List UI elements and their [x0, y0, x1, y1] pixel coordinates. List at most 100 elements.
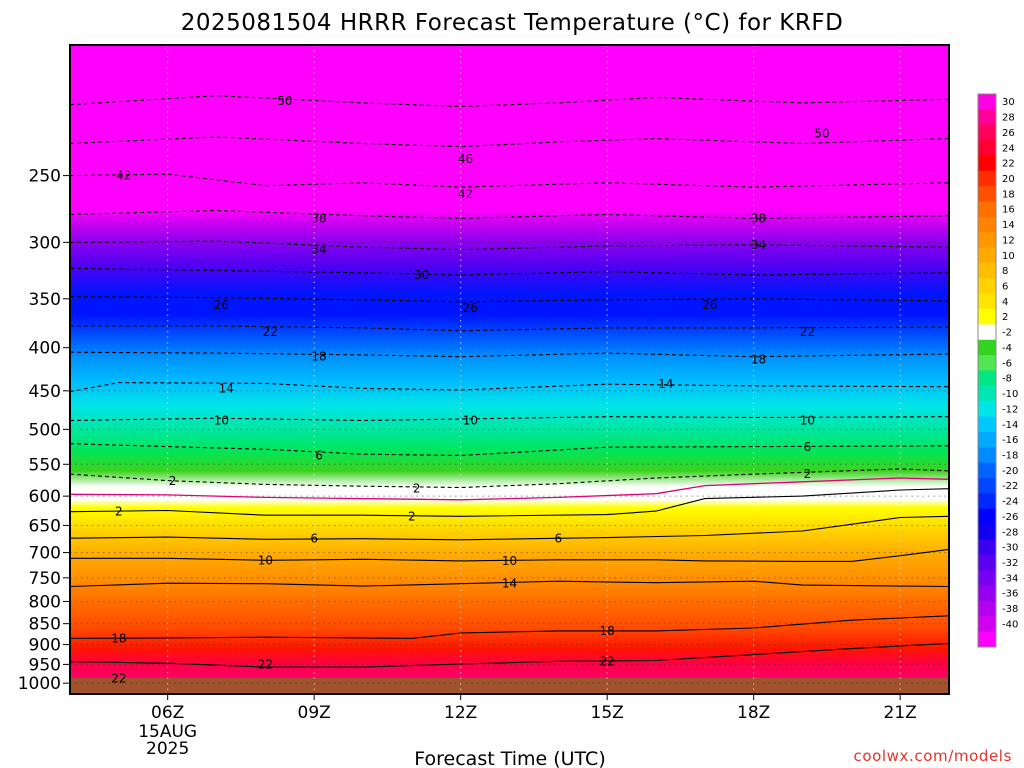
colorbar-swatch: [978, 600, 996, 617]
isotherm-label: 18: [311, 350, 326, 364]
colorbar-tick-label: 2: [1002, 312, 1008, 323]
ground-shading: [70, 677, 949, 694]
isotherm-label: 22: [263, 325, 278, 339]
isotherm-line: [69, 515, 950, 541]
isotherm-line: [69, 95, 950, 108]
x-tick-label: 15Z: [591, 703, 624, 723]
isotherm-line: [69, 642, 950, 668]
isotherm-label: 10: [463, 413, 478, 427]
x-tick-sublabel: 2025: [146, 739, 189, 759]
y-tick-label: 250: [29, 167, 61, 187]
plot-frame: [69, 44, 950, 695]
y-tick-label: 1000: [18, 674, 61, 694]
isotherm-label: 10: [258, 553, 273, 567]
colorbar-swatch: [978, 539, 996, 556]
y-tick-label: 800: [29, 592, 61, 612]
colorbar-swatch: [978, 278, 996, 295]
isotherm-label: 10: [214, 413, 229, 427]
colorbar-swatch: [978, 524, 996, 540]
colorbar-tick-label: -12: [1002, 404, 1018, 415]
colorbar-tick-label: -38: [1002, 604, 1018, 615]
x-axis-label: Forecast Time (UTC): [414, 748, 605, 768]
x-tick-label: 12Z: [444, 703, 477, 723]
colorbar-swatch: [978, 385, 996, 402]
y-tick-label: 750: [29, 569, 61, 589]
isotherm-label: 18: [600, 624, 615, 638]
colorbar-swatch: [978, 478, 996, 494]
colorbar-swatch: [978, 493, 996, 510]
colorbar-tick-label: 22: [1002, 159, 1015, 170]
colorbar-tick-label: 30: [1002, 97, 1015, 108]
isotherm-label: 42: [458, 187, 473, 201]
colorbar-tick-label: -10: [1002, 389, 1018, 400]
isotherm-label: 14: [219, 381, 234, 395]
colorbar-tick-label: 6: [1002, 282, 1008, 293]
colorbar-swatch: [978, 170, 996, 187]
colorbar-frame: [977, 93, 997, 648]
isotherm-label: 2: [115, 505, 123, 519]
isotherm-label: 14: [658, 377, 673, 391]
isotherm-label: 22: [600, 654, 615, 668]
colorbar-tick-label: -4: [1002, 343, 1012, 354]
isotherm-line: [69, 488, 950, 517]
colorbar-tick-label: -8: [1002, 374, 1012, 385]
colorbar-tick-label: 28: [1002, 113, 1015, 124]
isotherm-line: [69, 443, 950, 457]
isotherm-label: 10: [800, 413, 815, 427]
colorbar-swatch: [978, 554, 996, 571]
isotherm-label: 42: [116, 169, 131, 183]
colorbar-tick-label: -24: [1002, 497, 1018, 508]
colorbar-tick-label: 10: [1002, 251, 1015, 262]
colorbar-swatch: [978, 431, 996, 448]
colorbar-tick-label: -30: [1002, 543, 1018, 554]
y-tick-label: 550: [29, 455, 61, 475]
x-tick-sublabel: 15AUG: [138, 722, 197, 742]
isotherm-label: 26: [702, 298, 717, 312]
isotherm-label: 6: [315, 449, 323, 463]
isotherm-label: 46: [458, 152, 473, 166]
isotherm-line: [69, 615, 950, 639]
colorbar-tick-label: -28: [1002, 527, 1018, 538]
isotherm-label: 2: [413, 482, 421, 496]
colorbar-swatch: [978, 355, 996, 371]
colorbar-swatch: [978, 370, 996, 387]
isotherm-label: 6: [804, 440, 812, 454]
isotherm-label: 6: [555, 532, 563, 546]
colorbar-tick-label: -2: [1002, 328, 1012, 339]
isotherm-label: 50: [277, 94, 292, 108]
colorbar: 30 28 26 24 22 20 18 16 14 12 10 8 6 4 2 -2 -4 -6 -8 -10 -12…: [977, 93, 1018, 648]
colorbar-tick-label: -20: [1002, 466, 1018, 477]
isotherm-label: 22: [800, 325, 815, 339]
isotherm-line: [69, 382, 950, 393]
colorbar-swatch: [978, 124, 996, 141]
colorbar-swatch: [978, 140, 996, 156]
y-tick-label: 400: [29, 339, 61, 359]
colorbar-swatch: [978, 262, 996, 279]
isotherm-label: 22: [111, 671, 126, 685]
colorbar-swatch: [978, 293, 996, 310]
isotherm-label: 50: [814, 127, 829, 141]
colorbar-tick-label: 4: [1002, 297, 1008, 308]
colorbar-swatch: [978, 94, 996, 110]
isotherm-line: [70, 548, 950, 562]
y-tick-label: 700: [29, 544, 61, 564]
isotherm-label: 38: [311, 211, 326, 225]
colorbar-tick-label: 26: [1002, 128, 1015, 139]
colorbar-swatch: [978, 570, 996, 586]
colorbar-tick-label: -40: [1002, 620, 1018, 631]
isotherm-line: [69, 468, 950, 489]
isotherm-label: 26: [214, 298, 229, 312]
y-tick-label: 300: [29, 233, 61, 253]
colorbar-tick-label: 20: [1002, 174, 1015, 185]
y-tick-label: 600: [29, 487, 61, 507]
isotherm-label: 26: [463, 301, 478, 315]
colorbar-swatch: [978, 416, 996, 433]
isotherm-label: 2: [408, 509, 416, 523]
colorbar-swatch: [978, 201, 996, 218]
isotherm-label: 22: [258, 657, 273, 671]
colorbar-tick-label: -18: [1002, 451, 1018, 462]
